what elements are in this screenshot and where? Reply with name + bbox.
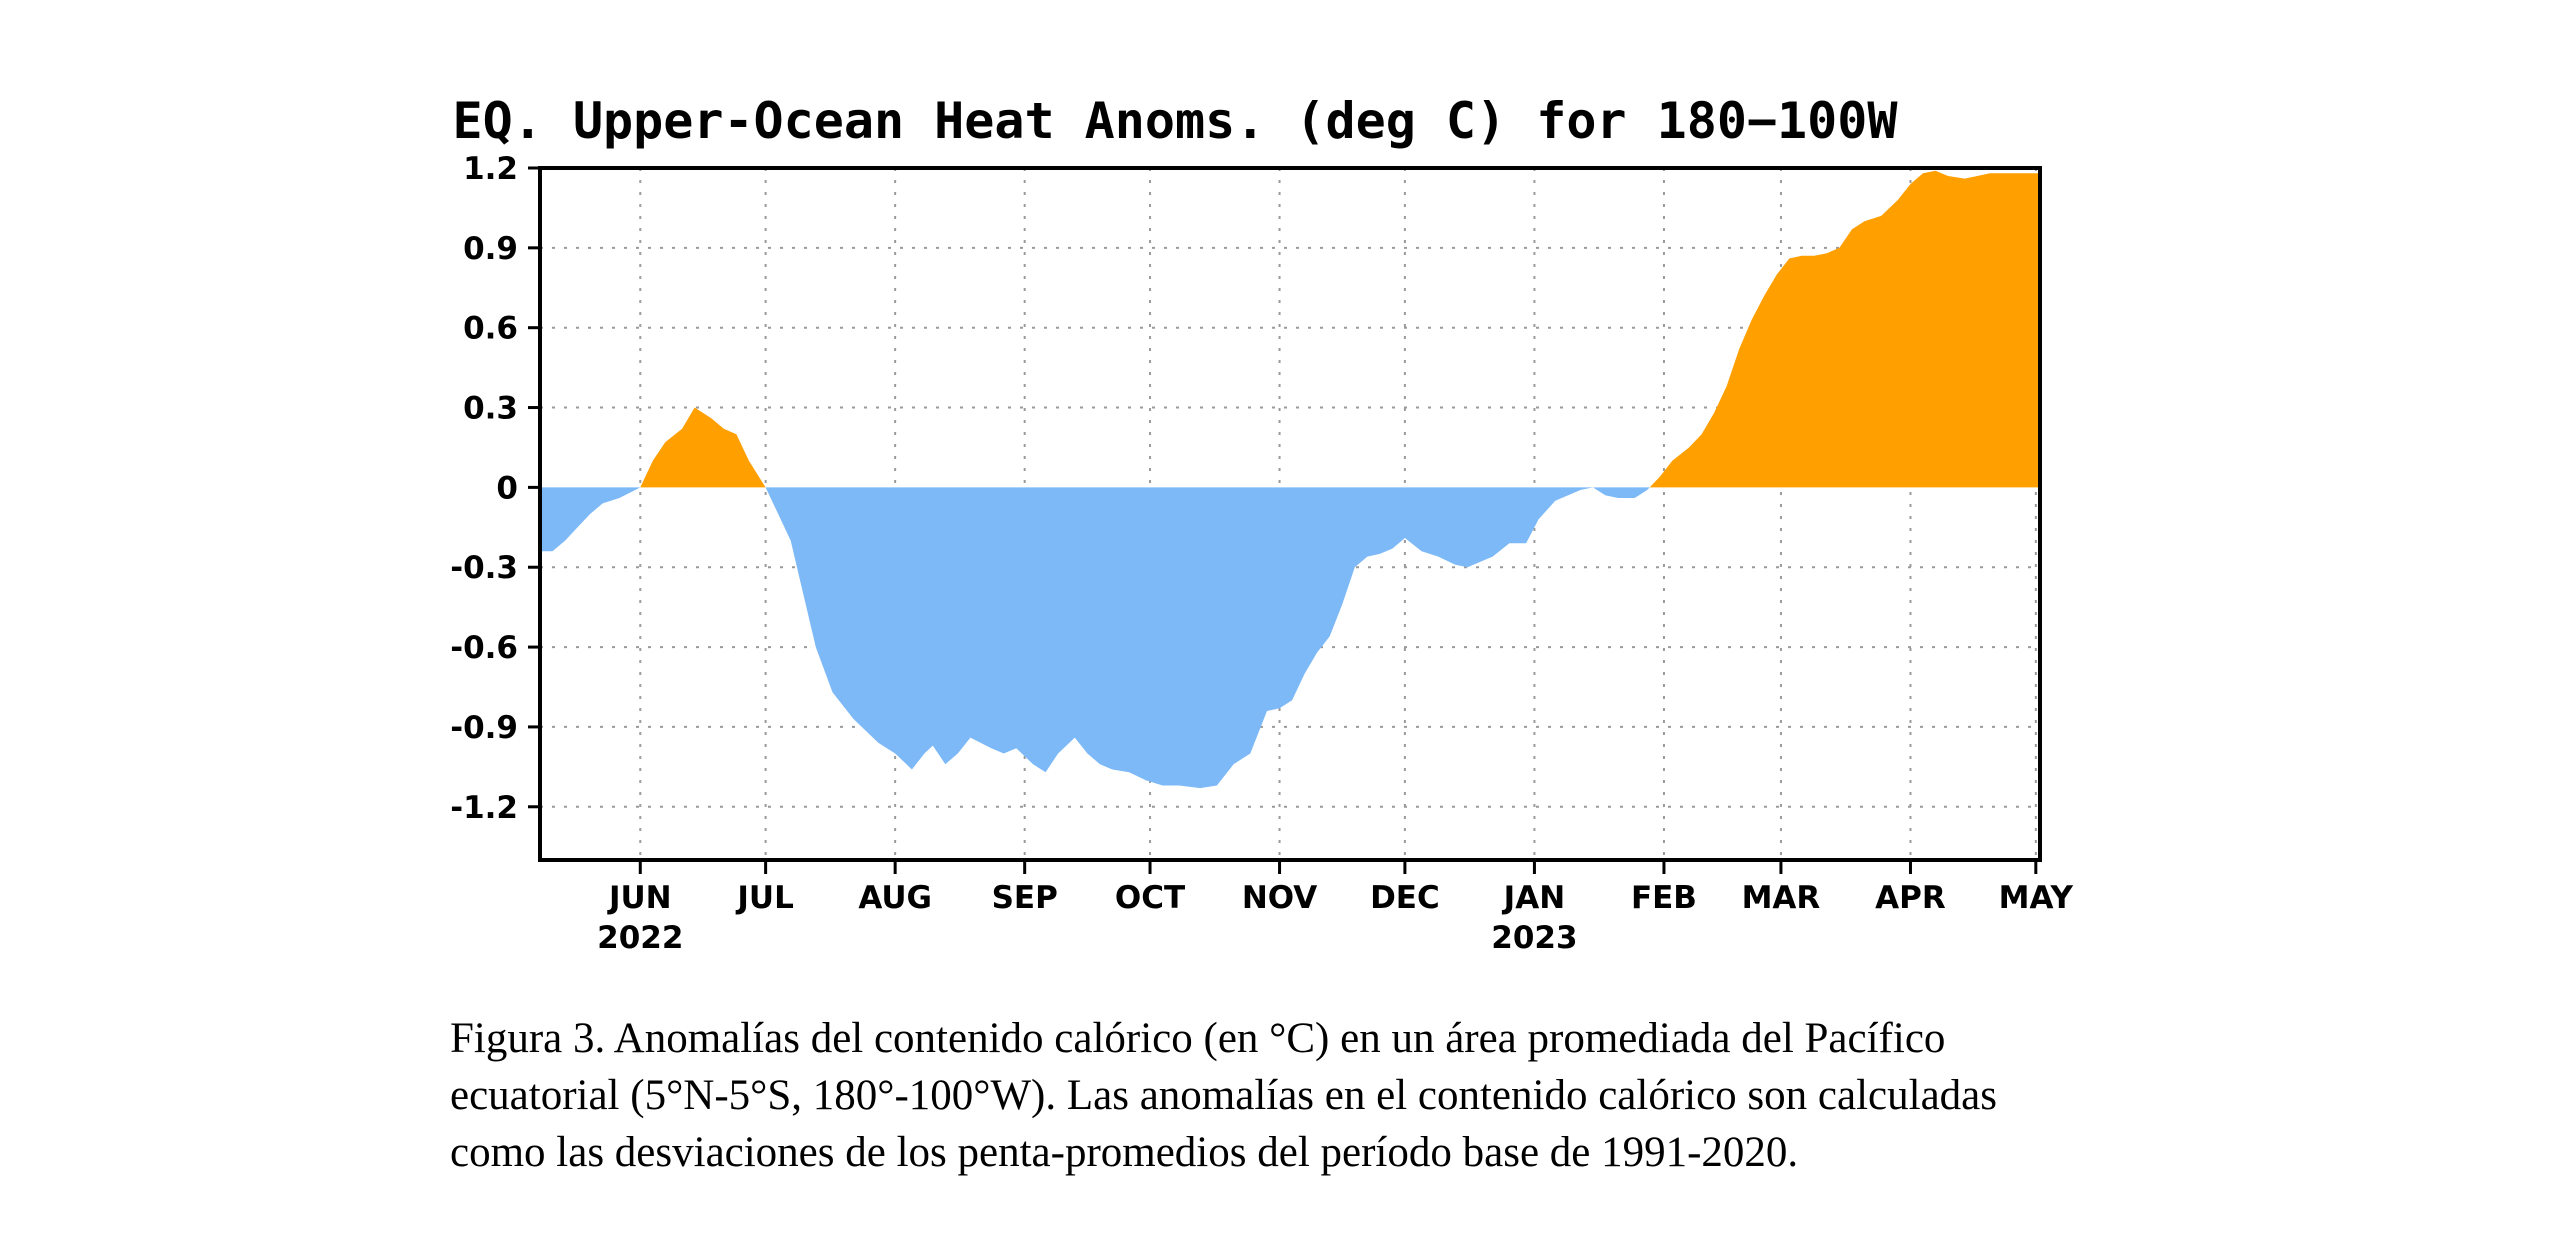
area-layer <box>540 170 2040 789</box>
axis-layer: 1.2 0.9 0.6 0.3 0 -0.3 -0.6 -0.9 -1.2 JUN 2022 JUL A… <box>450 151 2073 956</box>
negative-anomaly-area <box>540 487 2040 789</box>
positive-anomaly-area <box>540 170 2040 488</box>
x-tick-label: JUN <box>607 880 672 916</box>
x-tick-label: SEP <box>992 880 1058 916</box>
x-tick-label: MAR <box>1742 880 1821 916</box>
x-tick-label: OCT <box>1115 880 1185 916</box>
caption-line-1: Figura 3. Anomalías del contenido calóri… <box>450 1015 1946 1062</box>
x-tick-label: DEC <box>1370 880 1440 916</box>
y-tick-label: 0.9 <box>463 231 518 267</box>
x-tick-label: NOV <box>1242 880 1317 916</box>
x-tick-label: MAY <box>1999 880 2074 916</box>
chart-title: EQ. Upper-Ocean Heat Anoms. (deg C) for … <box>453 92 1899 150</box>
y-tick-label: -0.9 <box>450 710 518 746</box>
x-year-label: 2022 <box>597 920 683 956</box>
caption-line-3: como las desviaciones de los penta-prome… <box>450 1129 1799 1176</box>
y-tick-label: -0.3 <box>450 550 518 586</box>
y-tick-label: -1.2 <box>450 790 518 826</box>
x-tick-label: AUG <box>858 880 932 916</box>
y-tick-label: 1.2 <box>463 151 518 187</box>
y-tick-label: -0.6 <box>450 630 518 666</box>
x-tick-label: JAN <box>1502 880 1565 916</box>
y-tick-label: 0 <box>496 470 518 506</box>
y-tick-label: 0.6 <box>463 311 518 347</box>
x-tick-label: FEB <box>1631 880 1697 916</box>
y-tick-label: 0.3 <box>463 391 518 427</box>
x-year-label: 2023 <box>1491 920 1577 956</box>
figure-caption: Figura 3. Anomalías del contenido calóri… <box>450 1010 2350 1181</box>
x-tick-label: JUL <box>735 880 793 916</box>
plot-frame <box>538 166 2042 862</box>
x-tick-label: APR <box>1875 880 1946 916</box>
caption-line-2: ecuatorial (5°N-5°S, 180°-100°W). Las an… <box>450 1072 1997 1119</box>
